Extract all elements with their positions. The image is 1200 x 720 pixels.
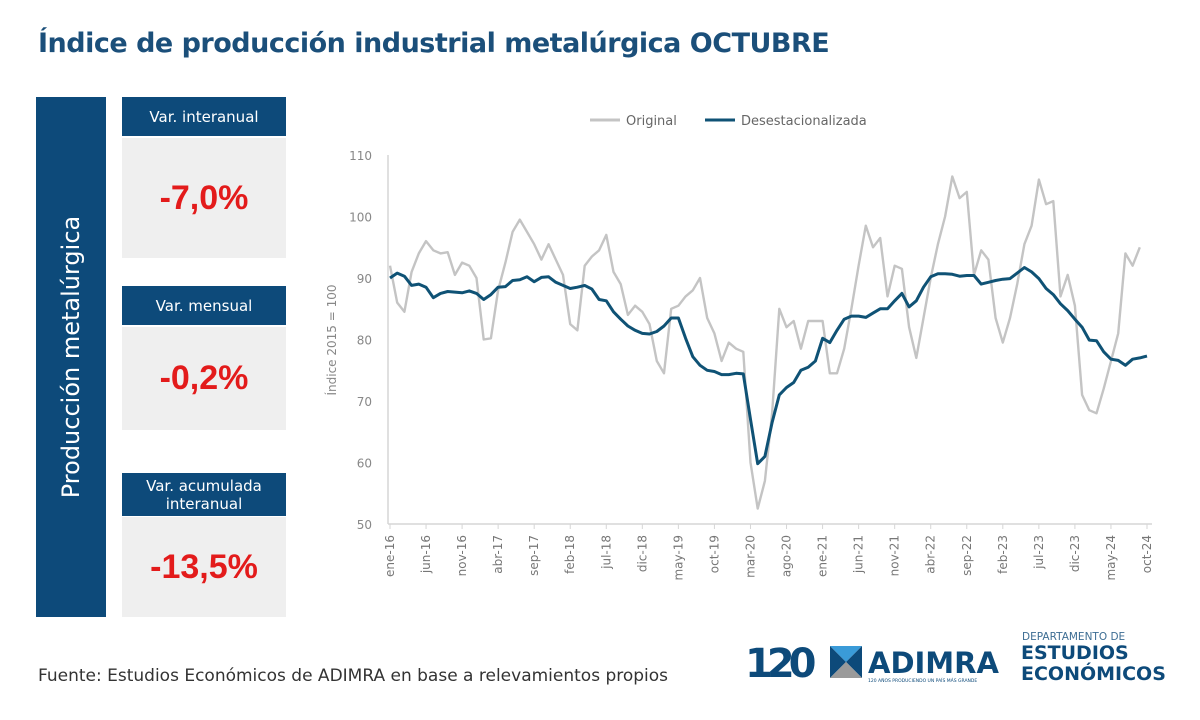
sidebar-banner: Producción metalúrgica: [36, 97, 106, 617]
x-tick-label: abr-22: [924, 535, 938, 574]
y-tick-label: 70: [357, 395, 372, 409]
x-tick-label: sep-22: [960, 535, 974, 576]
x-tick-label: feb-23: [996, 535, 1010, 574]
page-title: Índice de producción industrial metalúrg…: [38, 28, 830, 59]
card-label-interanual: Var. interanual: [122, 97, 286, 136]
y-tick-label: 90: [357, 272, 372, 286]
x-tick-label: feb-18: [563, 535, 577, 574]
x-tick-label: nov-16: [455, 535, 469, 576]
series-line-original: [388, 175, 1141, 510]
legend-label-original: Original: [626, 114, 677, 129]
card-value-acumulada: -13,5%: [122, 517, 286, 617]
series-line-desestacionalizada: [389, 266, 1148, 466]
card-label-mensual: Var. mensual: [122, 286, 286, 325]
x-tick-label: sep-17: [527, 535, 541, 576]
x-tick-label: jul-18: [599, 535, 613, 570]
source-note: Fuente: Estudios Económicos de ADIMRA en…: [38, 666, 669, 686]
x-tick-label: oct-24: [1140, 535, 1154, 573]
x-tick-label: nov-21: [888, 535, 902, 576]
legend: Original Desestacionalizada: [590, 114, 867, 129]
x-tick-label: mar-20: [743, 535, 757, 578]
card-value-mensual: -0,2%: [122, 327, 286, 430]
x-tick-label: may-19: [671, 535, 685, 581]
y-tick-label: 80: [357, 334, 372, 348]
x-tick-label: oct-19: [707, 535, 721, 573]
y-tick-label: 50: [357, 518, 372, 532]
y-tick-label: 100: [349, 211, 372, 225]
x-tick-label: ene-21: [816, 535, 830, 577]
x-tick-label: jun-16: [419, 535, 433, 574]
x-tick-label: dic-18: [635, 535, 649, 572]
y-axis-label: Índice 2015 = 100: [324, 284, 339, 395]
x-tick-label: ago-20: [780, 535, 794, 577]
x-tick-label: may-24: [1104, 535, 1118, 581]
card-label-acumulada: Var. acumulada interanual: [122, 473, 286, 516]
card-value-interanual: -7,0%: [122, 138, 286, 258]
y-tick-label: 60: [357, 457, 372, 471]
legend-label-desestacionalizada: Desestacionalizada: [741, 114, 867, 129]
x-tick-label: jun-21: [852, 535, 866, 574]
x-tick-label: ene-16: [383, 535, 397, 577]
x-tick-label: dic-23: [1068, 535, 1082, 572]
x-tick-label: jul-23: [1032, 535, 1046, 570]
x-tick-label: abr-17: [491, 535, 505, 574]
y-tick-label: 110: [349, 149, 372, 163]
